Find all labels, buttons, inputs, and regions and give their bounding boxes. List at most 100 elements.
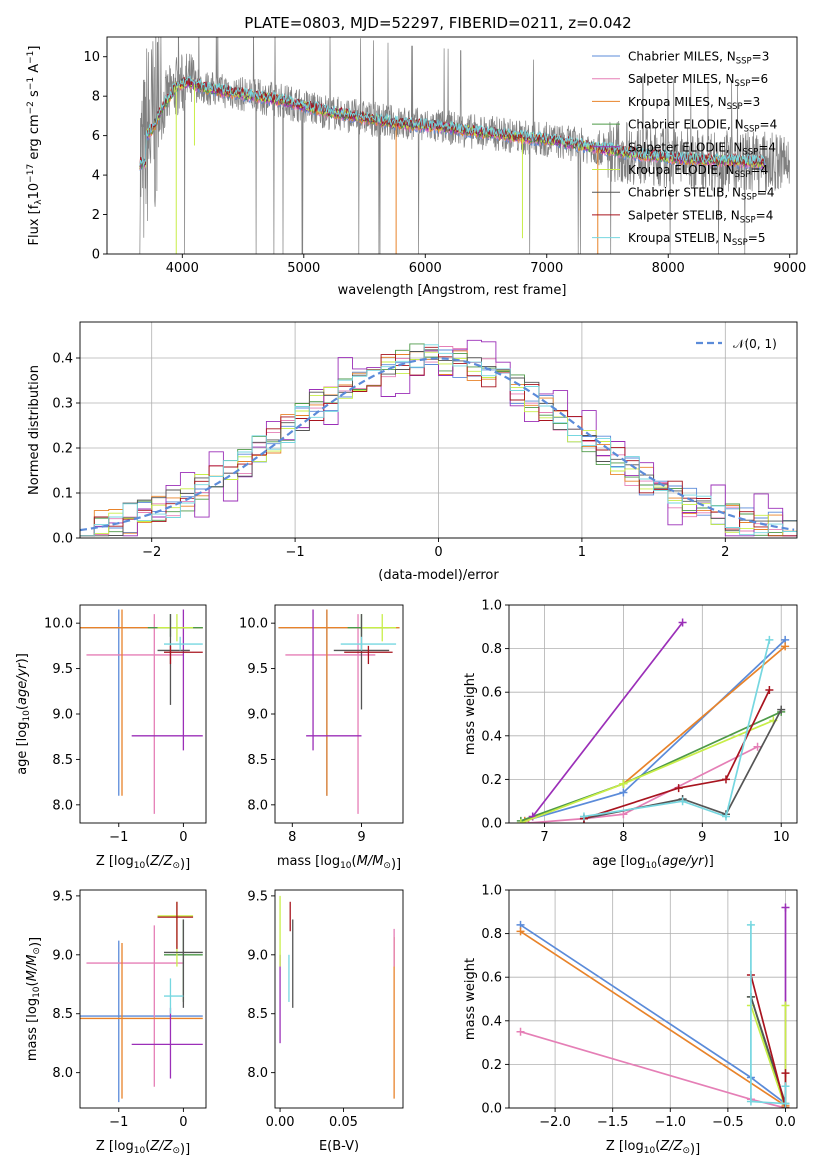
- weight-point-salpeter_stelib: [765, 686, 774, 695]
- panel-weight_vs_Z: −2.0 −1.5 −1.0 −0.5 0.0 0.0 0.2 0.4 0.6 0.8 1.0 Z […: [463, 884, 798, 1157]
- weight-line-salpeter_stelib: [583, 689, 771, 820]
- hist-kroupa_stelib: [80, 344, 797, 537]
- legend-label: Salpeter ELODIE, NSSP=4: [628, 140, 776, 157]
- y-tick-label: 10: [83, 50, 100, 65]
- y-tick-label: 8: [92, 90, 100, 105]
- weight-point-kroupa_stelib: [721, 812, 730, 821]
- legend-label: Salpeter STELIB, NSSP=4: [628, 208, 773, 225]
- weight-point-salpeter_stelib: [781, 1069, 790, 1078]
- y-tick-label: 4: [92, 169, 100, 184]
- weight-line-salpeter_stelib: [750, 974, 787, 1108]
- panel-mass_vs_Z: −1 0 8.0 8.5 9.0 9.5 Z [log10(Z/Z⊙)] mass [log1…: [25, 889, 207, 1157]
- y-tick-label: 0.6: [481, 971, 502, 986]
- legend-label: 𝒩(0, 1): [733, 337, 777, 351]
- axes-spine: [79, 889, 207, 1109]
- y-tick-label: 9.5: [247, 889, 268, 904]
- axes-frame: −2 −1 0 1 2 0.0 0.1 0.2 0.3 0.4 𝒩(0, 1) (data-model…: [27, 321, 798, 583]
- legend-label: Kroupa MILES, NSSP=3: [628, 95, 760, 112]
- normal-curve: [80, 357, 795, 532]
- x-axis-label: age [log10(age/yr)]: [592, 854, 714, 871]
- weight-point-salpeter_stelib: [674, 784, 683, 793]
- axes-frame: −1 0 8.0 8.5 9.0 9.5 10.0 Z [log10(Z/Z⊙)] age [l…: [15, 604, 207, 872]
- weight-point-kroupa_stelib: [746, 1097, 755, 1106]
- y-tick-label: 0.4: [481, 729, 502, 744]
- weight-point-kroupa_stelib: [781, 1099, 790, 1108]
- y-tick-label: 9.0: [247, 708, 268, 723]
- axes-spine: [274, 889, 404, 1109]
- y-tick-label: 1.0: [481, 599, 502, 614]
- legend-label: Kroupa ELODIE, NSSP=4: [628, 163, 768, 180]
- weight-line-kroupa_elodie: [750, 1005, 787, 1108]
- plot-area: [80, 609, 203, 814]
- y-tick-label: 9.0: [52, 948, 73, 963]
- x-tick-label: −1.0: [654, 1115, 686, 1130]
- x-tick-label: 9000: [773, 261, 806, 276]
- y-tick-label: 6: [92, 129, 100, 144]
- axes-frame: 8 9 8.0 8.5 9.0 9.5 10.0 mass [log10(M/M⊙)]: [239, 604, 404, 872]
- axes-spine: [274, 604, 404, 824]
- x-axis-label: Z [log10(Z/Z⊙)]: [606, 1139, 700, 1157]
- plot-area: [516, 903, 790, 1108]
- legend-label: Chabrier MILES, NSSP=3: [628, 50, 769, 67]
- weight-line-kroupa_miles: [520, 930, 786, 1107]
- weight-point-kroupa_stelib: [781, 1082, 790, 1091]
- y-tick-label: 0.4: [481, 1014, 502, 1029]
- x-tick-label: 9: [357, 830, 365, 845]
- y-tick-label: 2: [92, 208, 100, 223]
- y-tick-label: 0.8: [481, 927, 502, 942]
- model-line-kroupa_stelib: [139, 75, 766, 166]
- y-tick-label: 9.0: [247, 948, 268, 963]
- x-axis-label: wavelength [Angstrom, rest frame]: [338, 283, 567, 298]
- axes-frame: 4000 5000 6000 7000 8000 9000 0 2 4 6 8 10 wavelengt…: [26, 36, 806, 298]
- plot-area: [516, 618, 790, 823]
- x-tick-label: 7: [540, 830, 548, 845]
- x-axis-label: Z [log10(Z/Z⊙)]: [96, 1139, 190, 1157]
- x-tick-label: −2.0: [539, 1115, 571, 1130]
- y-tick-label: 8.0: [52, 1066, 73, 1081]
- y-axis-label: Flux [fλ10−17 erg cm−2 s−1 A−1]: [26, 46, 44, 246]
- y-axis-label: age [log10(age/yr)]: [15, 653, 32, 775]
- weight-point-salpeter_elodie: [678, 618, 687, 627]
- y-tick-label: 0.2: [481, 773, 502, 788]
- y-tick-label: 0.0: [481, 1102, 502, 1117]
- y-tick-label: 0.3: [52, 397, 73, 412]
- axes-frame: 7 8 9 10 0.0 0.2 0.4 0.6 0.8 1.0 age [log10(age/yr…: [463, 599, 798, 871]
- weight-point-kroupa_stelib: [678, 797, 687, 806]
- weight-line-salpeter_miles: [528, 745, 758, 823]
- y-tick-label: 0.1: [52, 487, 73, 502]
- weight-line-salpeter_miles: [520, 1030, 786, 1108]
- weight-line-kroupa_stelib: [750, 924, 787, 1105]
- y-tick-label: 0.6: [481, 686, 502, 701]
- weight-point-kroupa_miles: [781, 642, 790, 651]
- x-tick-label: 2: [721, 545, 729, 560]
- weight-point-salpeter_miles: [516, 1027, 525, 1036]
- x-tick-label: −1: [286, 545, 305, 560]
- weight-line-kroupa_stelib: [583, 639, 771, 818]
- x-tick-label: 0: [179, 1115, 187, 1130]
- weight-point-kroupa_stelib: [579, 812, 588, 821]
- weight-point-kroupa_miles: [516, 927, 525, 936]
- x-tick-label: −0.5: [712, 1115, 744, 1130]
- weight-point-kroupa_stelib: [765, 635, 774, 644]
- y-tick-label: 9.5: [52, 889, 73, 904]
- x-tick-label: 0.05: [329, 1115, 358, 1130]
- plot-area: [139, 37, 790, 254]
- observed-spectrum: [139, 37, 790, 254]
- axes-spine: [106, 36, 798, 255]
- weight-point-salpeter_miles: [753, 742, 762, 751]
- weight-line-chabrier_miles: [524, 639, 786, 822]
- x-axis-label: E(B-V): [319, 1139, 359, 1154]
- x-tick-label: 1: [578, 545, 586, 560]
- x-tick-label: 0.0: [775, 1115, 796, 1130]
- y-tick-label: 8.0: [52, 798, 73, 813]
- x-tick-label: 10: [773, 830, 790, 845]
- y-tick-label: 9.5: [52, 662, 73, 677]
- x-tick-label: 9: [698, 830, 706, 845]
- y-tick-label: 0.2: [481, 1058, 502, 1073]
- x-tick-label: 8: [288, 830, 296, 845]
- y-tick-label: 8.0: [247, 798, 268, 813]
- x-tick-label: 0.00: [266, 1115, 295, 1130]
- panel-spectrum: 4000 5000 6000 7000 8000 9000 0 2 4 6 8 10 wavelengt…: [26, 36, 806, 298]
- panel-age_vs_mass: 8 9 8.0 8.5 9.0 9.5 10.0 mass [log10(M/M⊙)]: [239, 604, 404, 872]
